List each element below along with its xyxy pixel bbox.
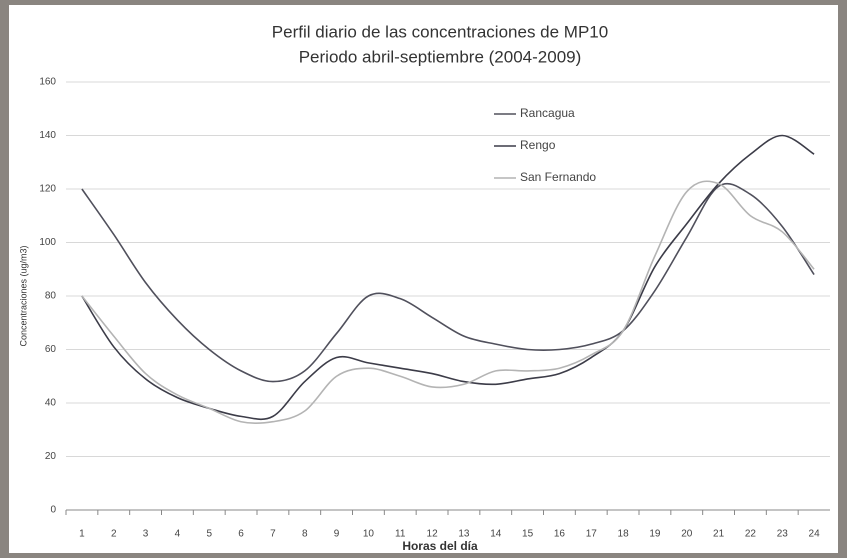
y-tick-label: 20: [45, 451, 57, 462]
y-tick-label: 160: [39, 77, 56, 88]
x-tick-label: 14: [490, 529, 502, 540]
series-line: [81, 182, 815, 383]
x-tick-label: 15: [522, 529, 534, 540]
x-tick-label: 20: [681, 529, 693, 540]
series-line: [81, 180, 815, 425]
x-tick-label: 13: [458, 529, 470, 540]
y-tick-label: 140: [39, 130, 56, 141]
chart-title: Perfil diario de las concentraciones de …: [272, 22, 608, 41]
y-tick-label: 100: [39, 237, 56, 248]
x-tick-label: 6: [238, 529, 244, 540]
x-tick-label: 4: [175, 529, 181, 540]
chart-background: [9, 5, 838, 553]
x-tick-label: 22: [745, 529, 757, 540]
x-tick-label: 9: [334, 529, 340, 540]
x-tick-label: 19: [649, 529, 661, 540]
y-tick-label: 80: [45, 291, 57, 302]
legend-label: Rengo: [520, 138, 556, 152]
x-tick-label: 3: [143, 529, 149, 540]
x-tick-label: 11: [395, 529, 406, 540]
y-tick-label: 120: [39, 184, 56, 195]
x-tick-label: 2: [111, 529, 117, 540]
x-tick-label: 16: [554, 529, 566, 540]
x-tick-label: 1: [79, 529, 85, 540]
x-tick-label: 8: [302, 529, 308, 540]
x-tick-label: 12: [427, 529, 439, 540]
x-tick-label: 23: [777, 529, 789, 540]
x-tick-label: 5: [206, 529, 212, 540]
x-tick-label: 18: [618, 529, 630, 540]
y-tick-label: 60: [45, 344, 57, 355]
x-tick-label: 7: [270, 529, 276, 540]
y-tick-label: 0: [50, 505, 56, 516]
x-axis-title: Horas del día: [402, 539, 478, 553]
x-tick-label: 17: [586, 529, 598, 540]
x-tick-label: 21: [713, 529, 725, 540]
chart-subtitle: Periodo abril-septiembre (2004-2009): [299, 47, 582, 66]
y-tick-label: 40: [45, 398, 57, 409]
x-tick-label: 10: [363, 529, 375, 540]
y-axis-title: Concentraciones (ug/m3): [18, 245, 28, 346]
legend-label: Rancagua: [520, 106, 575, 120]
x-tick-label: 24: [809, 529, 821, 540]
legend-label: San Fernando: [520, 170, 596, 184]
